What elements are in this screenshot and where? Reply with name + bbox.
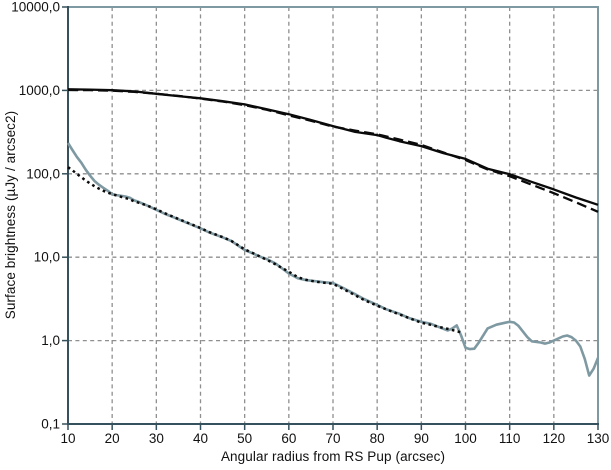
y-tick-label: 100,0 xyxy=(26,166,60,181)
x-tick-label: 20 xyxy=(105,431,120,446)
series-line-upper-model-dashed-black xyxy=(67,88,599,213)
y-tick-label: 10000,0 xyxy=(11,0,60,15)
y-tick-label: 1000,0 xyxy=(19,83,60,98)
y-tick-label: 10,0 xyxy=(34,250,60,265)
x-tick-label: 30 xyxy=(149,431,164,446)
x-tick-label: 100 xyxy=(454,431,477,446)
y-axis-title: Surface brightness (µJy / arcsec2) xyxy=(3,110,18,320)
series-line-lower-fit-dotted-black xyxy=(67,166,462,334)
y-tick-label: 0,1 xyxy=(41,417,60,432)
x-tick-label: 10 xyxy=(60,431,75,446)
x-tick-label: 90 xyxy=(414,431,429,446)
x-tick-label: 60 xyxy=(281,431,296,446)
x-tick-label: 130 xyxy=(587,431,610,446)
x-tick-label: 120 xyxy=(543,431,566,446)
x-axis-title: Angular radius from RS Pup (arcsec) xyxy=(220,449,446,464)
x-tick-label: 80 xyxy=(370,431,385,446)
x-tick-label: 40 xyxy=(193,431,208,446)
x-tick-label: 110 xyxy=(499,431,521,446)
y-tick-label: 1,0 xyxy=(41,333,60,348)
x-tick-label: 50 xyxy=(237,431,252,446)
x-tick-label: 70 xyxy=(325,431,340,446)
